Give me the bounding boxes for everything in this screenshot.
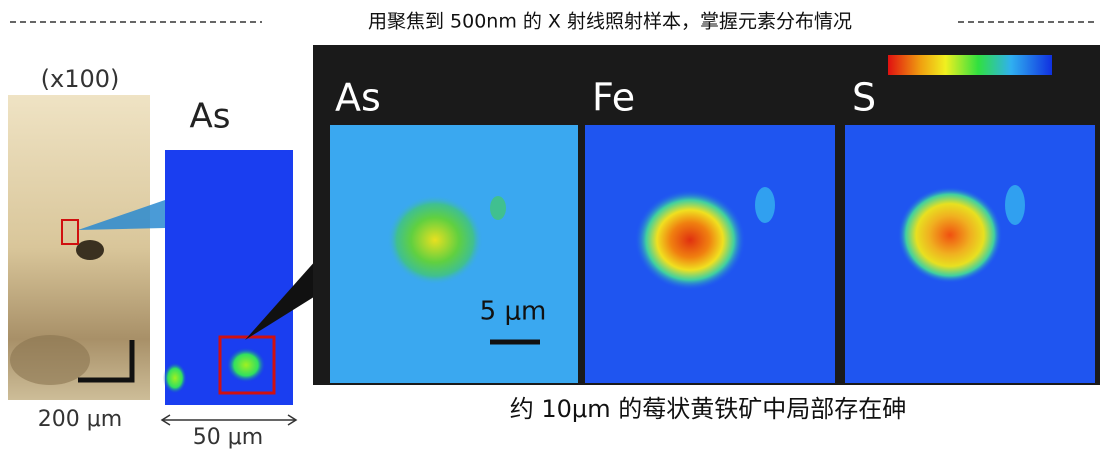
scale-label: 5 μm bbox=[480, 297, 547, 327]
scale-label: 50 μm bbox=[193, 425, 263, 450]
hotspot bbox=[387, 195, 483, 285]
panel-label: S bbox=[852, 76, 876, 120]
figure: 用聚焦到 500nm 的 X 射线照射样本，掌握元素分布情况 (x100) 20… bbox=[0, 0, 1105, 450]
header-title: 用聚焦到 500nm 的 X 射线照射样本，掌握元素分布情况 bbox=[368, 11, 852, 33]
optical-feature bbox=[76, 240, 104, 260]
hotspot bbox=[163, 362, 187, 394]
hotspot bbox=[755, 187, 775, 223]
caption: 约 10μm 的莓状黄铁矿中局部存在砷 bbox=[510, 395, 906, 423]
hotspot bbox=[635, 190, 745, 290]
hotspot bbox=[898, 187, 1002, 283]
color-bar bbox=[888, 55, 1052, 75]
panel-label: As bbox=[335, 76, 381, 120]
hotspot bbox=[226, 347, 266, 383]
scale-label: 200 μm bbox=[38, 407, 122, 432]
hotspot bbox=[1005, 185, 1025, 225]
panel-label: Fe bbox=[592, 76, 635, 120]
magnification: (x100) bbox=[41, 65, 120, 93]
hotspot bbox=[490, 196, 506, 220]
map-label: As bbox=[190, 97, 231, 137]
